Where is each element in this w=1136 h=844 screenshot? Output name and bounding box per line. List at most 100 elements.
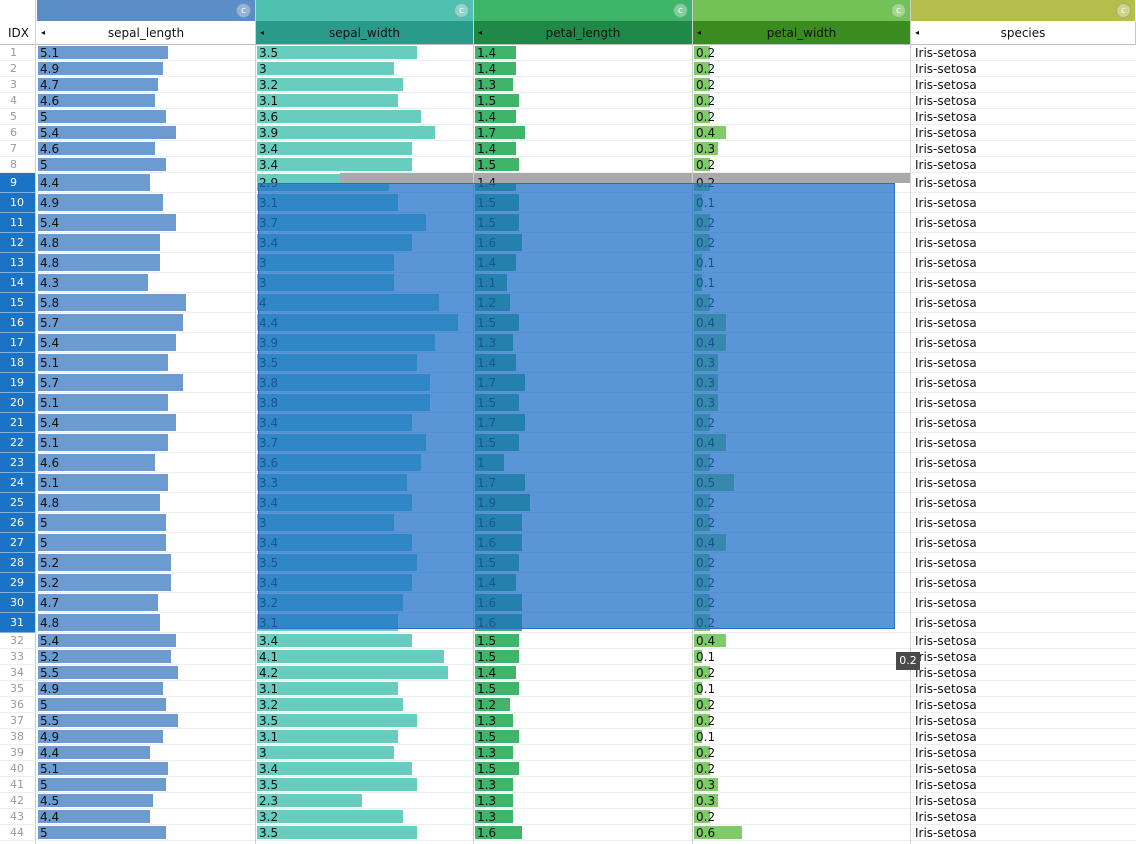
- cell-species[interactable]: Iris-setosa: [911, 613, 1136, 633]
- cell-species[interactable]: Iris-setosa: [911, 713, 1136, 729]
- cell-species[interactable]: Iris-setosa: [911, 141, 1136, 157]
- row-index[interactable]: 21: [0, 413, 36, 433]
- cell-petal_width[interactable]: 0.2: [693, 45, 911, 61]
- row-index[interactable]: 1: [0, 45, 36, 61]
- cell-petal_width[interactable]: 0.2: [693, 77, 911, 93]
- row-index[interactable]: 25: [0, 493, 36, 513]
- row-index[interactable]: 18: [0, 353, 36, 373]
- row-index[interactable]: 9: [0, 173, 36, 193]
- cell-species[interactable]: Iris-setosa: [911, 353, 1136, 373]
- cell-species[interactable]: Iris-setosa: [911, 193, 1136, 213]
- cell-sepal_width[interactable]: 3.4: [256, 157, 474, 173]
- cell-petal_length[interactable]: 1.3: [474, 713, 693, 729]
- row-index[interactable]: 2: [0, 61, 36, 77]
- cell-sepal_length[interactable]: 5.7: [37, 313, 256, 333]
- row-index[interactable]: 33: [0, 649, 36, 665]
- cell-sepal_width[interactable]: 3: [256, 61, 474, 77]
- cell-species[interactable]: Iris-setosa: [911, 45, 1136, 61]
- cell-sepal_length[interactable]: 5: [37, 533, 256, 553]
- cell-species[interactable]: Iris-setosa: [911, 793, 1136, 809]
- cell-species[interactable]: Iris-setosa: [911, 533, 1136, 553]
- column-header-sepal_width[interactable]: ◂ sepal_width: [256, 21, 474, 45]
- table-row[interactable]: 42 4.5 2.3 1.3 0.3 Iris-setosa: [0, 793, 1136, 809]
- cell-petal_width[interactable]: 0.3: [693, 793, 911, 809]
- row-index[interactable]: 39: [0, 745, 36, 761]
- cell-species[interactable]: Iris-setosa: [911, 473, 1136, 493]
- cell-species[interactable]: Iris-setosa: [911, 453, 1136, 473]
- cell-species[interactable]: Iris-setosa: [911, 633, 1136, 649]
- table-row[interactable]: 7 4.6 3.4 1.4 0.3 Iris-setosa: [0, 141, 1136, 157]
- cell-species[interactable]: Iris-setosa: [911, 293, 1136, 313]
- cell-sepal_length[interactable]: 5.2: [37, 573, 256, 593]
- cell-petal_length[interactable]: 1.4: [474, 61, 693, 77]
- cell-sepal_length[interactable]: 5: [37, 513, 256, 533]
- cell-species[interactable]: Iris-setosa: [911, 593, 1136, 613]
- cell-species[interactable]: Iris-setosa: [911, 809, 1136, 825]
- cell-sepal_length[interactable]: 5: [37, 825, 256, 841]
- cell-petal_width[interactable]: 0.2: [693, 61, 911, 77]
- cell-sepal_width[interactable]: 3.1: [256, 729, 474, 745]
- column-type-badge-species[interactable]: c: [1116, 3, 1131, 18]
- cell-sepal_length[interactable]: 5.4: [37, 213, 256, 233]
- cell-species[interactable]: Iris-setosa: [911, 253, 1136, 273]
- cell-sepal_width[interactable]: 3: [256, 745, 474, 761]
- row-index[interactable]: 36: [0, 697, 36, 713]
- cell-sepal_length[interactable]: 5.2: [37, 649, 256, 665]
- cell-petal_length[interactable]: 1.4: [474, 141, 693, 157]
- cell-species[interactable]: Iris-setosa: [911, 313, 1136, 333]
- cell-sepal_length[interactable]: 5.2: [37, 553, 256, 573]
- cell-sepal_length[interactable]: 4.9: [37, 193, 256, 213]
- row-index[interactable]: 14: [0, 273, 36, 293]
- cell-species[interactable]: Iris-setosa: [911, 649, 1136, 665]
- row-index[interactable]: 37: [0, 713, 36, 729]
- cell-petal_width[interactable]: 0.2: [693, 109, 911, 125]
- cell-species[interactable]: Iris-setosa: [911, 233, 1136, 253]
- cell-petal_length[interactable]: 1.6: [474, 825, 693, 841]
- cell-sepal_width[interactable]: 2.3: [256, 793, 474, 809]
- cell-sepal_length[interactable]: 4.9: [37, 61, 256, 77]
- cell-petal_length[interactable]: 1.3: [474, 777, 693, 793]
- cell-petal_length[interactable]: 1.5: [474, 157, 693, 173]
- cell-petal_width[interactable]: 0.1: [693, 729, 911, 745]
- cell-petal_width[interactable]: 0.1: [693, 649, 911, 665]
- row-index[interactable]: 23: [0, 453, 36, 473]
- row-index[interactable]: 44: [0, 825, 36, 841]
- cell-sepal_width[interactable]: 3.5: [256, 825, 474, 841]
- column-type-badge-sepal_width[interactable]: c: [454, 3, 469, 18]
- table-row[interactable]: 37 5.5 3.5 1.3 0.2 Iris-setosa: [0, 713, 1136, 729]
- cell-species[interactable]: Iris-setosa: [911, 93, 1136, 109]
- cell-petal_length[interactable]: 1.4: [474, 665, 693, 681]
- table-row[interactable]: 3 4.7 3.2 1.3 0.2 Iris-setosa: [0, 77, 1136, 93]
- cell-sepal_length[interactable]: 5.4: [37, 413, 256, 433]
- table-row[interactable]: 43 4.4 3.2 1.3 0.2 Iris-setosa: [0, 809, 1136, 825]
- cell-species[interactable]: Iris-setosa: [911, 665, 1136, 681]
- cell-sepal_length[interactable]: 5.4: [37, 633, 256, 649]
- row-index[interactable]: 3: [0, 77, 36, 93]
- cell-species[interactable]: Iris-setosa: [911, 61, 1136, 77]
- cell-petal_length[interactable]: 1.5: [474, 761, 693, 777]
- table-row[interactable]: 1 5.1 3.5 1.4 0.2 Iris-setosa: [0, 45, 1136, 61]
- cell-sepal_length[interactable]: 5: [37, 777, 256, 793]
- column-type-badge-sepal_length[interactable]: c: [236, 3, 251, 18]
- cell-petal_width[interactable]: 0.2: [693, 745, 911, 761]
- cell-sepal_length[interactable]: 4.6: [37, 453, 256, 473]
- row-index[interactable]: 34: [0, 665, 36, 681]
- cell-sepal_length[interactable]: 4.4: [37, 745, 256, 761]
- cell-petal_width[interactable]: 0.2: [693, 157, 911, 173]
- cell-petal_width[interactable]: 0.3: [693, 777, 911, 793]
- cell-petal_length[interactable]: 1.4: [474, 109, 693, 125]
- row-index[interactable]: 6: [0, 125, 36, 141]
- selection-overlay[interactable]: [258, 183, 895, 629]
- cell-sepal_width[interactable]: 4.2: [256, 665, 474, 681]
- cell-species[interactable]: Iris-setosa: [911, 493, 1136, 513]
- cell-species[interactable]: Iris-setosa: [911, 373, 1136, 393]
- cell-petal_width[interactable]: 0.3: [693, 141, 911, 157]
- cell-sepal_length[interactable]: 4.8: [37, 253, 256, 273]
- row-index[interactable]: 10: [0, 193, 36, 213]
- cell-petal_length[interactable]: 1.5: [474, 633, 693, 649]
- table-row[interactable]: 6 5.4 3.9 1.7 0.4 Iris-setosa: [0, 125, 1136, 141]
- cell-petal_length[interactable]: 1.3: [474, 745, 693, 761]
- cell-sepal_width[interactable]: 3.5: [256, 45, 474, 61]
- cell-sepal_width[interactable]: 3.5: [256, 777, 474, 793]
- column-header-petal_length[interactable]: ◂ petal_length: [474, 21, 693, 45]
